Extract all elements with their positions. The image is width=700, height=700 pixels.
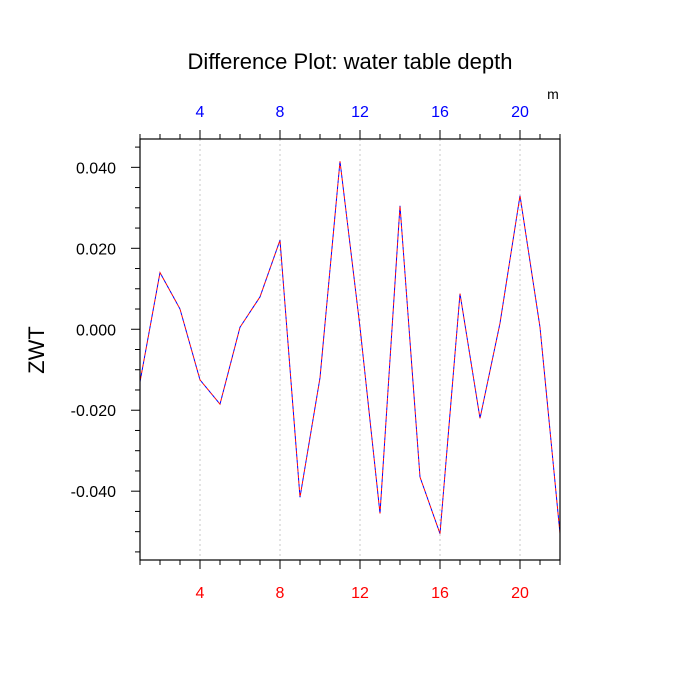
x-tick-label-bottom: 12 <box>351 585 369 602</box>
series-line-2 <box>139 161 561 534</box>
series-line-1 <box>139 161 561 534</box>
y-tick-label: -0.040 <box>71 484 116 501</box>
x-tick-label-top: 12 <box>351 104 369 121</box>
y-tick-label: 0.000 <box>76 322 116 339</box>
x-tick-label-top: 16 <box>431 104 449 121</box>
tick-labels: 0.040 0.020 0.000 -0.020 -0.040 4 4 8 8 12 12 16 16 2… <box>71 104 529 602</box>
x-tick-label-bottom: 16 <box>431 585 449 602</box>
x-tick-label-top: 8 <box>276 104 285 121</box>
y-axis-label: ZWT <box>24 326 49 374</box>
chart-title: Difference Plot: water table depth <box>188 49 513 74</box>
series-layer <box>139 161 561 534</box>
y-tick-label: 0.020 <box>76 241 116 258</box>
y-tick-label: 0.040 <box>76 160 116 177</box>
x-tick-label-top: 4 <box>196 104 205 121</box>
x-tick-label-bottom: 20 <box>511 585 529 602</box>
x-tick-label-bottom: 4 <box>196 585 205 602</box>
top-axis-unit: m <box>547 86 559 102</box>
grid-lines <box>199 139 521 560</box>
axes <box>131 130 561 569</box>
x-tick-label-bottom: 8 <box>276 585 285 602</box>
plot-frame <box>139 138 561 561</box>
y-tick-label: -0.020 <box>71 403 116 420</box>
x-tick-label-top: 20 <box>511 104 529 121</box>
